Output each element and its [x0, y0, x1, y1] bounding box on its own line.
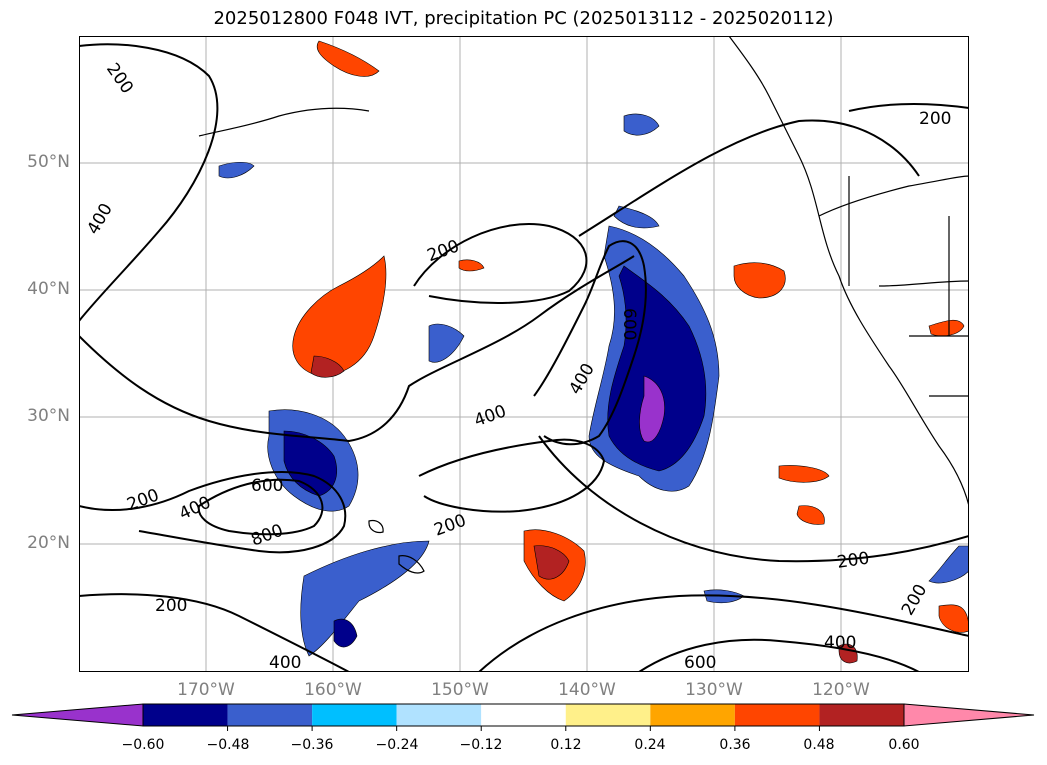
lon-label: 150°W	[431, 680, 489, 700]
contour-label: 600	[684, 653, 716, 672]
colorbar	[11, 703, 1035, 731]
colorbar-segment	[143, 704, 228, 726]
lat-label: 20°N	[27, 533, 70, 553]
colorbar-tick-label: −0.48	[206, 737, 250, 753]
colorbar-extend-high	[903, 703, 1035, 727]
coastlines	[198, 36, 969, 574]
contour-label: 400	[824, 633, 856, 653]
lat-label: 50°N	[27, 152, 70, 172]
colorbar-tick-label: 0.12	[550, 737, 582, 753]
lon-label: 130°W	[685, 680, 743, 700]
colorbar-segment	[396, 704, 482, 726]
positive-precip-anomaly	[292, 40, 969, 664]
colorbar-tick-label: 0.24	[634, 737, 666, 753]
contour-label: 200	[836, 549, 871, 573]
colorbar-segment	[650, 704, 735, 726]
colorbar-tick-label: −0.36	[290, 737, 334, 753]
colorbar-tick-label: 0.60	[888, 737, 920, 753]
map-plot: 200 200 400 200 400 600 400 200 400 600 …	[79, 36, 969, 672]
contour-label: 200	[919, 109, 951, 129]
lon-label: 140°W	[558, 680, 616, 700]
contour-label: 200	[155, 596, 187, 616]
colorbar-segment	[227, 704, 313, 726]
colorbar-segment	[819, 704, 904, 726]
colorbar-extend-low	[11, 703, 144, 727]
contour-label: 600	[619, 308, 639, 340]
colorbar-tick-label: 0.36	[719, 737, 751, 753]
contour-label: 600	[251, 476, 283, 496]
colorbar-segment	[312, 704, 397, 726]
colorbar-tick-label: −0.12	[459, 737, 503, 753]
contour-label: 400	[269, 653, 301, 672]
colorbar-border	[142, 703, 905, 727]
colorbar-tick-label: −0.24	[375, 737, 419, 753]
colorbar-segment	[565, 704, 651, 726]
colorbar-tick-label: −0.60	[121, 737, 165, 753]
lat-label: 30°N	[27, 406, 70, 426]
lon-label: 170°W	[177, 680, 235, 700]
lon-label: 160°W	[304, 680, 362, 700]
map-title: 2025012800 F048 IVT, precipitation PC (2…	[213, 8, 834, 29]
colorbar-segment	[734, 704, 820, 726]
colorbar-segment	[481, 704, 566, 726]
lat-label: 40°N	[27, 279, 70, 299]
negative-precip-anomaly	[218, 113, 969, 657]
lon-label: 120°W	[812, 680, 870, 700]
colorbar-tick-label: 0.48	[803, 737, 835, 753]
ivt-contours	[79, 43, 969, 672]
